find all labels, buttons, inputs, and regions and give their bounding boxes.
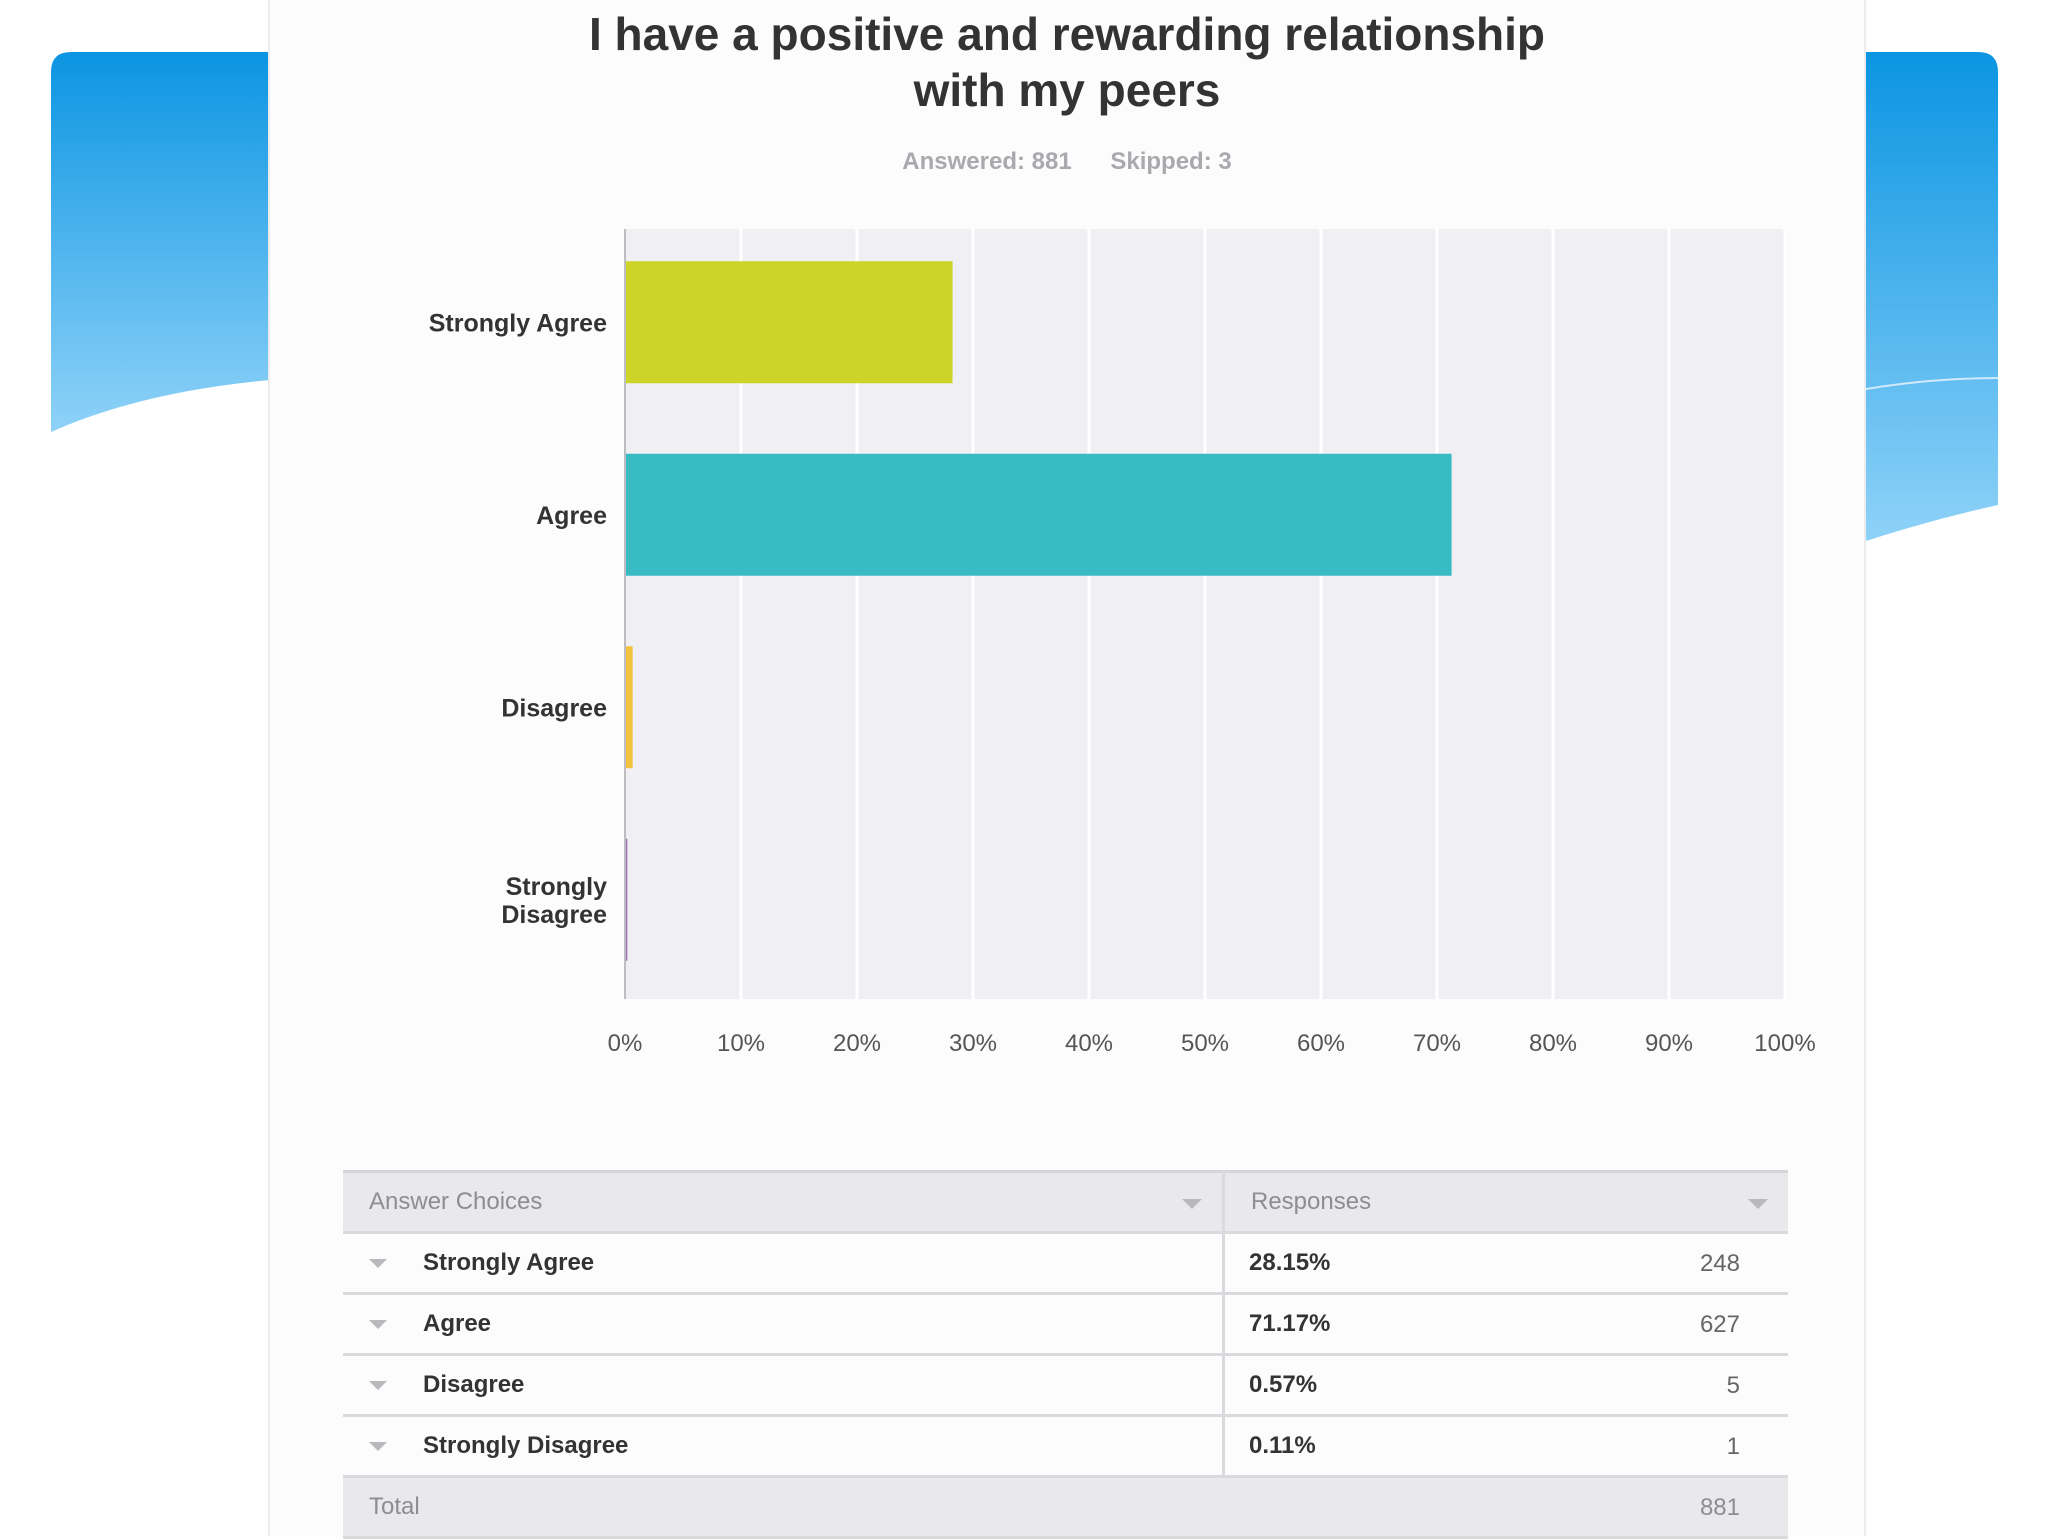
decorative-wave-right — [1860, 52, 1999, 543]
table-header-row: Answer Choices Responses — [343, 1170, 1788, 1234]
x-tick-label: 90% — [1645, 1030, 1693, 1057]
total-label-cell: Total — [343, 1476, 1224, 1539]
chart-title: I have a positive and rewarding relation… — [270, 6, 1864, 118]
answered-count: Answered: 881 — [902, 148, 1072, 175]
response-stats: Answered: 881 Skipped: 3 — [270, 148, 1864, 176]
response-cell: 71.17% 627 — [1223, 1293, 1788, 1356]
answer-choice-cell: Strongly Disagree — [343, 1415, 1225, 1478]
survey-panel: I have a positive and rewarding relation… — [268, 0, 1866, 1539]
responses-header[interactable]: Responses — [1223, 1170, 1788, 1234]
table-row: Strongly Agree 28.15% 248 — [343, 1232, 1788, 1295]
sort-chevron-icon[interactable] — [1748, 1199, 1768, 1209]
bar — [626, 838, 628, 961]
response-cell: 28.15% 248 — [1223, 1232, 1788, 1295]
x-tick-label: 100% — [1754, 1030, 1815, 1057]
answer-choice-label: Disagree — [423, 1371, 525, 1398]
skipped-count: Skipped: 3 — [1110, 148, 1232, 175]
table-row: Agree 71.17% 627 — [343, 1293, 1788, 1356]
response-percent: 28.15% — [1249, 1249, 1331, 1276]
category-label-line: Disagree — [501, 694, 607, 722]
response-percent: 71.17% — [1249, 1310, 1331, 1337]
x-tick-label: 30% — [949, 1030, 997, 1057]
answer-choices-header[interactable]: Answer Choices — [343, 1170, 1225, 1234]
bar-chart: 0% 10% 20% 30% 40% 50% 60% 70% 80% 90% 100% Strongl… — [429, 229, 1816, 1057]
x-tick-label: 40% — [1065, 1030, 1113, 1057]
category-label-line: Agree — [536, 502, 607, 530]
response-cell: 0.11% 1 — [1223, 1415, 1788, 1478]
expand-chevron-icon[interactable] — [369, 1381, 387, 1391]
category-label: Agree — [536, 502, 607, 530]
total-count: 881 — [1699, 1494, 1740, 1521]
bar — [626, 646, 633, 769]
expand-chevron-icon[interactable] — [369, 1442, 387, 1452]
total-label: Total — [369, 1493, 420, 1520]
answer-choice-label: Agree — [423, 1310, 492, 1337]
answer-choices-header-label: Answer Choices — [369, 1188, 543, 1215]
total-count-cell: 881 — [1223, 1476, 1788, 1539]
x-tick-label: 20% — [833, 1030, 881, 1057]
response-percent: 0.57% — [1249, 1371, 1318, 1398]
x-tick-label: 50% — [1181, 1030, 1229, 1057]
answer-choice-cell: Agree — [343, 1293, 1225, 1356]
response-percent: 0.11% — [1249, 1432, 1316, 1459]
chart-title-line-1: I have a positive and rewarding relation… — [588, 8, 1546, 60]
category-label-line: Disagree — [501, 901, 607, 929]
responses-header-label: Responses — [1251, 1188, 1372, 1215]
x-tick-label: 80% — [1529, 1030, 1577, 1057]
answer-choice-cell: Disagree — [343, 1354, 1225, 1417]
sort-chevron-icon[interactable] — [1182, 1199, 1202, 1209]
response-count: 627 — [1699, 1311, 1740, 1338]
category-label-line: Strongly Agree — [429, 309, 607, 337]
bar — [626, 453, 1452, 576]
decorative-wave-left — [51, 52, 270, 432]
response-cell: 0.57% 5 — [1223, 1354, 1788, 1417]
table-row: Strongly Disagree 0.11% 1 — [343, 1415, 1788, 1478]
responses-table: Answer Choices Responses Strongly Agree … — [343, 1170, 1788, 1539]
table-total-row: Total 881 — [343, 1476, 1788, 1539]
chart-title-line-2: with my peers — [913, 64, 1221, 116]
response-count: 248 — [1699, 1250, 1740, 1277]
x-tick-label: 60% — [1297, 1030, 1345, 1057]
category-label: Disagree — [501, 694, 607, 722]
category-label: Strongly Disagree — [501, 873, 607, 929]
response-count: 1 — [1726, 1433, 1740, 1460]
answer-choice-label: Strongly Agree — [423, 1249, 595, 1276]
table-row: Disagree 0.57% 5 — [343, 1354, 1788, 1417]
x-tick-label: 0% — [608, 1030, 643, 1057]
expand-chevron-icon[interactable] — [369, 1259, 387, 1269]
answer-choice-cell: Strongly Agree — [343, 1232, 1225, 1295]
answer-choice-label: Strongly Disagree — [423, 1432, 629, 1459]
category-label: Strongly Agree — [429, 309, 607, 337]
response-count: 5 — [1726, 1372, 1740, 1399]
category-label-line: Strongly — [506, 873, 607, 901]
expand-chevron-icon[interactable] — [369, 1320, 387, 1330]
x-tick-label: 70% — [1413, 1030, 1461, 1057]
bar — [626, 261, 953, 384]
x-tick-label: 10% — [717, 1030, 765, 1057]
